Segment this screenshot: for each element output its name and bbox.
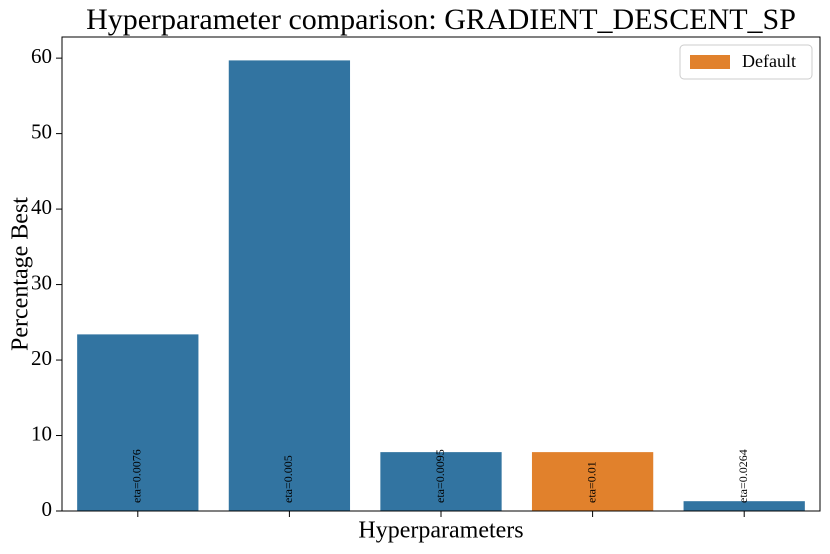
chart-title: Hyperparameter comparison: GRADIENT_DESC… [86, 3, 796, 36]
axes-frame [61, 36, 821, 512]
bar-label: eta=0.01 [584, 461, 598, 503]
bar-label: eta=0.005 [281, 455, 295, 503]
y-tick-label: 0 [42, 497, 53, 521]
legend-swatch [690, 55, 730, 69]
bar [683, 501, 805, 511]
legend-box [679, 44, 813, 80]
y-tick-label: 50 [31, 119, 52, 143]
bar [228, 60, 351, 511]
y-axis-label: Percentage Best [8, 197, 34, 351]
y-tick-label: 30 [31, 270, 52, 294]
legend-label: Default [742, 51, 796, 71]
y-tick-label: 10 [31, 421, 52, 445]
bar [531, 452, 654, 511]
x-axis-label: Hyperparameters [358, 518, 523, 544]
bar [380, 452, 502, 511]
y-tick-label: 40 [31, 195, 52, 219]
y-tick-label: 60 [31, 44, 52, 68]
bar [77, 334, 199, 511]
bar-label: eta=0.0076 [130, 449, 144, 503]
y-tick-label: 20 [31, 346, 52, 370]
bar-label: eta=0.0095 [433, 449, 447, 503]
bar-label: eta=0.0264 [736, 449, 750, 503]
